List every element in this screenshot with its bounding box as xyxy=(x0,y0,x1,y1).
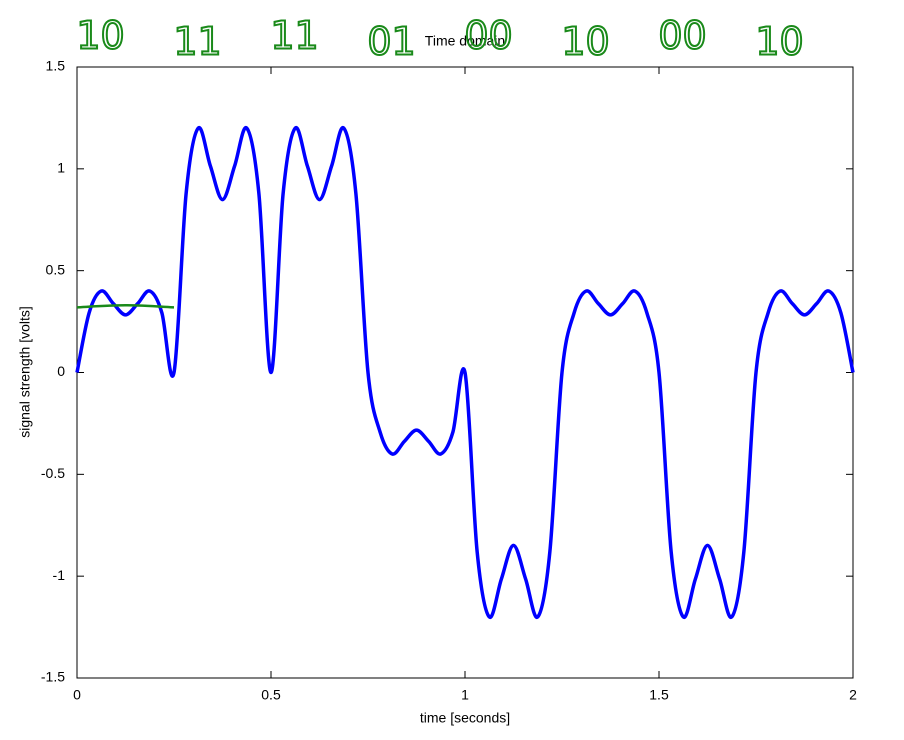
handwritten-annotation: 11 xyxy=(270,14,318,58)
y-tick-label: -0.5 xyxy=(41,465,65,481)
handwritten-annotation: 10 xyxy=(76,14,124,58)
y-tick-label: 1 xyxy=(57,160,65,176)
x-tick-label: 0.5 xyxy=(261,687,281,703)
y-tick-label: -1 xyxy=(53,567,66,583)
y-tick-label: 0.5 xyxy=(46,261,66,277)
line-series xyxy=(76,304,175,309)
handwritten-annotation: 10 xyxy=(561,20,609,64)
handwritten-annotation: 11 xyxy=(173,20,221,64)
handwritten-annotation: 10 xyxy=(755,20,803,64)
x-tick-label: 2 xyxy=(849,687,857,703)
x-tick-label: 1.5 xyxy=(649,687,669,703)
handwritten-annotation: 00 xyxy=(658,14,706,58)
handwritten-annotation: 01 xyxy=(367,20,415,64)
y-tick-label: 1.5 xyxy=(46,58,66,74)
y-axis-label: signal strength [volts] xyxy=(17,306,33,438)
x-axis-label: time [seconds] xyxy=(420,710,510,726)
x-tick-label: 0 xyxy=(73,687,81,703)
y-tick-label: 0 xyxy=(57,363,65,379)
chart-title: Time domain xyxy=(425,33,505,49)
line-series xyxy=(75,126,855,619)
y-tick-label: -1.5 xyxy=(41,669,65,685)
handwritten-annotation: 00 xyxy=(464,14,512,58)
x-tick-label: 1 xyxy=(461,687,469,703)
